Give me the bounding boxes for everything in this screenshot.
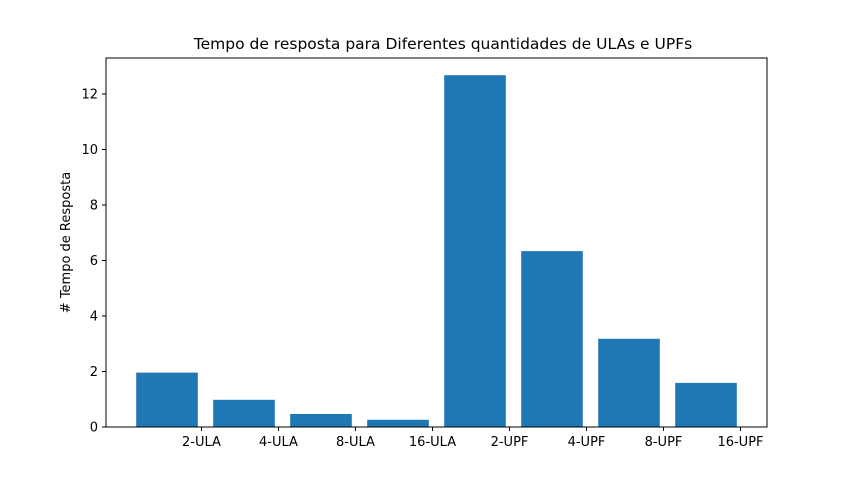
bar-8-ULA [290,413,352,427]
y-tick-label: 10 [81,143,98,158]
bar-2-UPF [444,75,506,427]
y-axis-ticks: 0 2 4 6 8 10 12 [81,88,106,436]
x-tick-label: 16-UPF [717,435,763,450]
x-axis-ticks: 2-ULA 4-ULA 8-ULA 16-ULA 2-UPF 4-UPF 8-UPF 16-U… [182,427,764,450]
x-tick-label: 8-ULA [336,435,375,450]
x-tick-label: 4-ULA [259,435,298,450]
y-tick-label: 12 [81,88,98,103]
bar-2-ULA [136,372,198,427]
bar-8-UPF [598,338,660,427]
bar-4-UPF [521,251,583,427]
bar-16-UPF [675,382,737,427]
y-axis-label: # Tempo de Resposta [59,172,74,313]
bar-16-ULA [367,419,429,427]
y-tick-label: 6 [90,254,98,269]
x-tick-label: 2-UPF [491,435,529,450]
y-tick-label: 8 [90,199,98,214]
bar-4-ULA [213,399,275,427]
x-tick-label: 8-UPF [645,435,683,450]
bars [136,75,737,427]
axes-frame [105,57,768,428]
x-tick-label: 16-ULA [409,435,456,450]
x-tick-label: 4-UPF [568,435,606,450]
y-tick-label: 2 [90,365,98,380]
y-tick-label: 4 [90,310,98,325]
x-tick-label: 2-ULA [182,435,221,450]
chart-title: Tempo de resposta para Diferentes quanti… [193,35,692,53]
y-tick-label: 0 [90,421,98,436]
